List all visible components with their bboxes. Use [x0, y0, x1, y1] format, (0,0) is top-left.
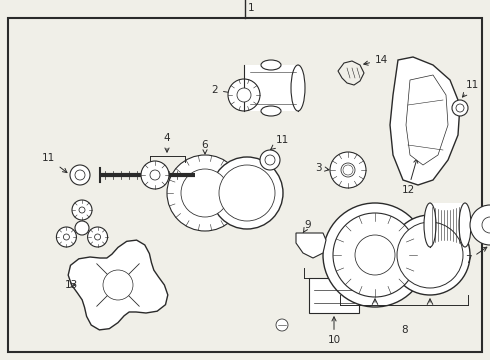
- Bar: [244, 65, 298, 111]
- Circle shape: [341, 163, 355, 177]
- Circle shape: [141, 161, 169, 189]
- Circle shape: [72, 200, 92, 220]
- Polygon shape: [296, 233, 326, 258]
- Circle shape: [228, 79, 260, 111]
- Text: 11: 11: [42, 153, 67, 172]
- Polygon shape: [68, 240, 168, 330]
- Circle shape: [75, 221, 89, 235]
- Circle shape: [63, 234, 70, 240]
- Text: 10: 10: [327, 317, 341, 345]
- Circle shape: [75, 170, 85, 180]
- Circle shape: [456, 104, 464, 112]
- Circle shape: [333, 213, 417, 297]
- Circle shape: [237, 88, 251, 102]
- Circle shape: [260, 150, 280, 170]
- Circle shape: [343, 165, 353, 175]
- Ellipse shape: [291, 65, 305, 111]
- Text: 4: 4: [164, 133, 171, 152]
- Bar: [309, 278, 359, 313]
- Text: 1: 1: [248, 3, 255, 13]
- Circle shape: [219, 165, 275, 221]
- Text: 6: 6: [202, 140, 208, 154]
- Text: 14: 14: [364, 55, 388, 65]
- Text: 13: 13: [65, 280, 78, 290]
- Circle shape: [397, 222, 463, 288]
- Circle shape: [70, 165, 90, 185]
- Circle shape: [79, 207, 85, 213]
- Text: 11: 11: [463, 80, 479, 97]
- Circle shape: [95, 234, 100, 240]
- Polygon shape: [390, 57, 460, 185]
- Text: 5: 5: [79, 260, 85, 278]
- Circle shape: [355, 235, 395, 275]
- Bar: [430, 203, 465, 247]
- Circle shape: [167, 155, 243, 231]
- Circle shape: [482, 217, 490, 233]
- Circle shape: [181, 169, 229, 217]
- Text: 7: 7: [465, 247, 487, 265]
- Text: 8: 8: [402, 325, 408, 335]
- Circle shape: [265, 155, 275, 165]
- Circle shape: [330, 152, 366, 188]
- Text: 3: 3: [316, 163, 329, 173]
- Circle shape: [323, 203, 427, 307]
- Circle shape: [452, 100, 468, 116]
- Circle shape: [103, 270, 133, 300]
- Text: 11: 11: [270, 135, 289, 149]
- Polygon shape: [406, 75, 448, 165]
- Ellipse shape: [261, 60, 281, 70]
- Circle shape: [276, 319, 288, 331]
- Text: 9: 9: [303, 220, 311, 233]
- Circle shape: [470, 205, 490, 245]
- Circle shape: [390, 215, 470, 295]
- Ellipse shape: [424, 203, 436, 247]
- Circle shape: [88, 227, 108, 247]
- Ellipse shape: [261, 106, 281, 116]
- Circle shape: [150, 170, 160, 180]
- Text: 12: 12: [401, 159, 418, 195]
- Circle shape: [211, 157, 283, 229]
- Text: 2: 2: [211, 85, 240, 96]
- Ellipse shape: [459, 203, 471, 247]
- Circle shape: [56, 227, 76, 247]
